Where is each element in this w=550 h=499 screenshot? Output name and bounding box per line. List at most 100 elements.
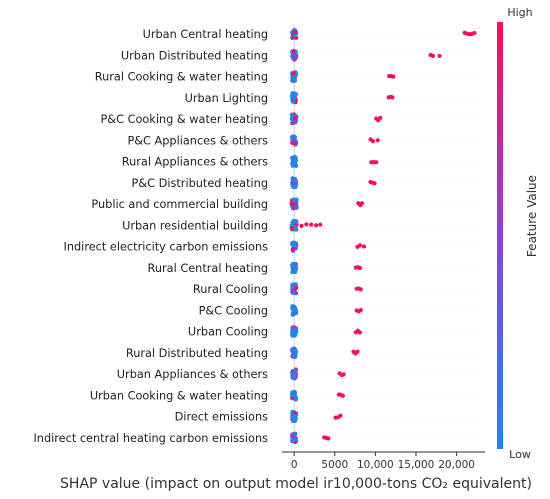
shap-point-high — [390, 95, 395, 100]
shap-point-high — [472, 30, 477, 36]
shap-point-low — [291, 308, 296, 313]
shap-point-high — [340, 393, 345, 398]
shap-point-low — [292, 204, 297, 209]
shap-point-high — [304, 222, 309, 227]
shap-point-high — [359, 201, 365, 206]
feature-label: Urban Lighting — [185, 92, 268, 105]
feature-label: Rural Distributed heating — [126, 347, 268, 360]
shap-point-low — [292, 333, 297, 338]
shap-point-low — [292, 78, 298, 83]
shap-point-high — [309, 222, 314, 227]
feature-label: Urban residential building — [122, 219, 268, 232]
x-tick-label: 5000 — [321, 459, 348, 471]
shap-point-high — [318, 222, 323, 227]
feature-label: P&C Appliances & others — [127, 134, 268, 147]
shap-point-low — [291, 290, 296, 296]
shap-point-low — [294, 227, 299, 232]
feature-label: P&C Distributed heating — [132, 177, 268, 190]
shap-point-low — [290, 159, 296, 164]
x-tick-label: 20,000 — [438, 459, 475, 471]
shap-point-high — [341, 372, 346, 377]
colorbar-high-label: High — [507, 6, 532, 19]
shap-point-high — [355, 349, 360, 354]
shap-point-low — [291, 375, 296, 381]
shap-point-high — [357, 243, 363, 248]
colorbar: High Low Feature Value — [497, 6, 539, 461]
shap-point-high — [338, 413, 343, 418]
shap-point-high — [374, 160, 379, 165]
colorbar-title: Feature Value — [525, 175, 539, 257]
shap-point-high — [375, 138, 380, 143]
shap-point-high — [357, 265, 363, 271]
shap-point-low — [290, 311, 295, 316]
shap-point-low — [289, 226, 294, 231]
shap-point-low — [291, 418, 296, 423]
plot-area: Urban Central heating Urban Distributed h… — [33, 24, 485, 445]
shap-point-low — [290, 246, 295, 252]
shap-point-low — [291, 138, 296, 143]
feature-label: Rural Central heating — [148, 262, 268, 275]
shap-point-high — [430, 53, 436, 58]
feature-label: Urban Central heating — [143, 28, 268, 41]
shap-point-high — [326, 436, 331, 441]
shap-point-low — [290, 221, 295, 226]
x-tick-label: 10,000 — [357, 459, 394, 471]
feature-label: Urban Appliances & others — [117, 368, 268, 381]
shap-point-low — [290, 92, 295, 97]
shap-point-low — [290, 134, 295, 139]
shap-point-low — [293, 394, 298, 400]
shap-point-high — [357, 330, 363, 335]
x-tick-label: 15,000 — [398, 459, 435, 471]
x-axis: 0 5000 10,000 15,000 20,000 — [282, 451, 485, 471]
shap-point-low — [294, 219, 299, 224]
feature-label: Rural Appliances & others — [122, 156, 268, 169]
feature-label: Indirect central heating carbon emission… — [33, 432, 268, 445]
shap-point-low — [293, 120, 298, 125]
shap-point-high — [372, 181, 377, 186]
shap-point-high — [299, 223, 304, 228]
shap-point-low — [293, 328, 298, 333]
shap-point-high — [361, 244, 367, 249]
shap-point-low — [291, 71, 296, 76]
colorbar-gradient — [497, 22, 503, 449]
shap-point-low — [293, 29, 298, 35]
shap-point-low — [292, 198, 298, 203]
shap-point-low — [293, 241, 298, 246]
shap-point-high — [358, 287, 363, 292]
colorbar-low-label: Low — [509, 448, 531, 461]
feature-label: Urban Cooking & water heating — [90, 389, 268, 402]
shap-point-low — [294, 285, 299, 290]
shap-point-high — [358, 308, 363, 313]
shap-point-low — [293, 155, 298, 160]
shap-point-high — [370, 139, 376, 144]
feature-label: P&C Cooking & water heating — [100, 113, 268, 126]
feature-label: Urban Cooling — [188, 326, 268, 339]
shap-point-low — [292, 346, 297, 352]
shap-point-low — [293, 53, 299, 58]
shap-point-low — [292, 413, 298, 418]
shap-point-high — [437, 53, 442, 59]
shap-point-low — [292, 354, 297, 359]
feature-label: P&C Cooling — [199, 304, 268, 317]
feature-label: Rural Cooling — [193, 283, 268, 296]
shap-point-low — [290, 369, 295, 374]
shap-point-low — [293, 91, 299, 97]
shap-point-low — [290, 390, 295, 395]
shap-point-high — [314, 223, 319, 228]
shap-point-low — [291, 184, 296, 189]
shap-point-high — [391, 74, 396, 79]
x-tick-label: 0 — [291, 459, 298, 471]
feature-label: Indirect electricity carbon emissions — [64, 241, 269, 254]
feature-label: Public and commercial building — [91, 198, 268, 211]
shap-point-low — [290, 325, 295, 330]
shap-point-low — [293, 435, 298, 440]
shap-point-high — [378, 115, 383, 120]
feature-label: Rural Cooking & water heating — [95, 71, 268, 84]
shap-point-low — [291, 163, 296, 168]
shap-point-low — [292, 57, 297, 62]
shap-point-low — [290, 269, 295, 275]
x-axis-label: SHAP value (impact on output model ir10,… — [60, 476, 532, 492]
shap-point-low — [291, 75, 296, 80]
